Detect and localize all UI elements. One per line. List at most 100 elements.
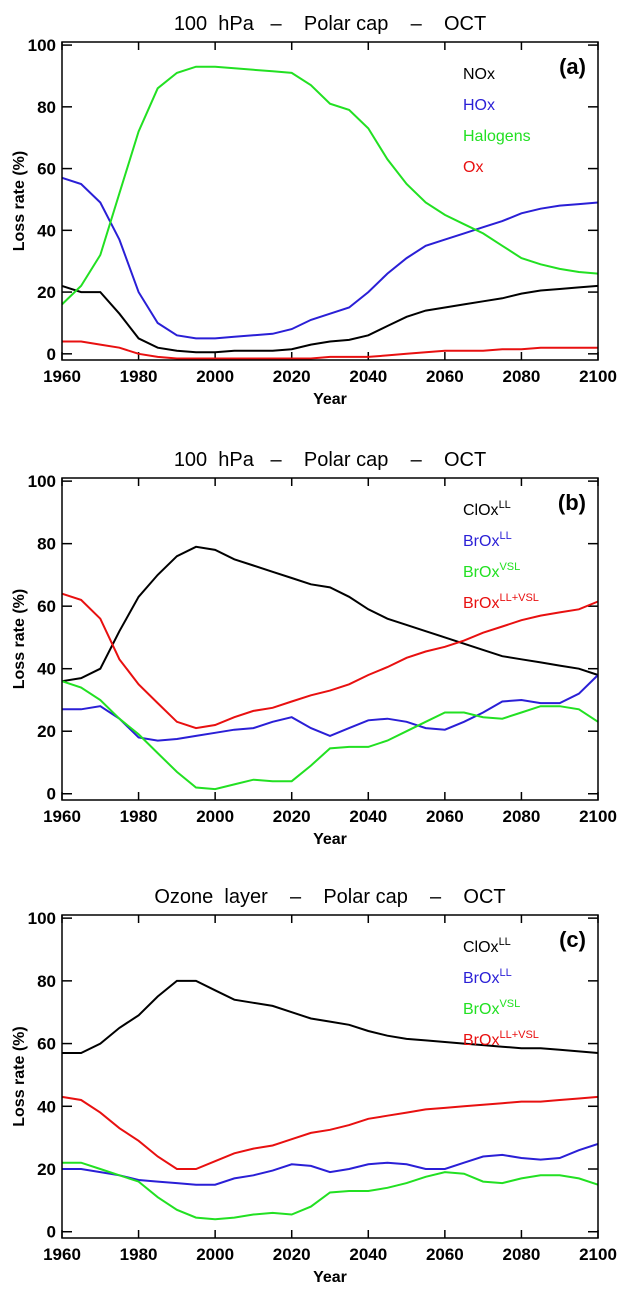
panel-label: (a) — [559, 54, 586, 79]
series-line — [62, 674, 599, 742]
x-axis-label: Year — [313, 831, 347, 848]
chart-title: 100 hPa – Polar cap – OCT — [174, 13, 486, 35]
y-axis-label: Loss rate (%) — [11, 1026, 28, 1126]
x-tick-label: 1960 — [43, 1245, 81, 1264]
y-tick-label: 80 — [37, 972, 56, 991]
series-line — [62, 340, 598, 360]
series-line — [62, 1142, 599, 1186]
legend-entry: NOx — [463, 66, 495, 83]
y-axis-label: Loss rate (%) — [11, 151, 28, 251]
x-tick-label: 2040 — [349, 807, 387, 826]
plot-frame — [61, 914, 599, 1239]
x-tick-label: 2080 — [503, 1245, 541, 1264]
y-tick-label: 40 — [37, 660, 56, 679]
legend-name: BrOx — [463, 1001, 499, 1018]
x-axis-label: Year — [313, 391, 347, 408]
y-tick-label: 0 — [47, 785, 56, 804]
y-tick-label: 0 — [47, 1223, 56, 1242]
legend-superscript: LL+VSL — [499, 592, 538, 604]
y-tick-label: 100 — [28, 36, 56, 55]
legend-superscript: LL — [499, 530, 511, 542]
y-tick-label: 60 — [37, 597, 56, 616]
legend-superscript: LL — [499, 499, 511, 511]
y-tick-label: 20 — [37, 722, 56, 741]
series-line — [61, 1095, 599, 1170]
y-tick-label: 80 — [37, 535, 56, 554]
y-tick-label: 40 — [37, 221, 56, 240]
series-line — [61, 65, 599, 306]
x-axis-label: Year — [313, 1269, 347, 1286]
legend-entry: HOx — [463, 97, 495, 114]
x-tick-label: 1980 — [120, 1245, 158, 1264]
x-tick-label: 2040 — [349, 367, 387, 386]
legend-superscript: VSL — [499, 998, 520, 1010]
legend-name: BrOx — [463, 564, 499, 581]
legend-name: BrOx — [463, 1032, 499, 1049]
x-tick-label: 2100 — [579, 807, 617, 826]
legend-name: Halogens — [463, 128, 531, 145]
y-tick-label: 0 — [47, 345, 56, 364]
x-tick-label: 1960 — [43, 367, 81, 386]
x-tick-label: 2020 — [273, 807, 311, 826]
legend-superscript: LL — [499, 967, 511, 979]
x-tick-label: 2080 — [503, 807, 541, 826]
series-line — [62, 1161, 599, 1221]
legend-entry: BrOxLL — [463, 967, 512, 987]
legend-superscript: LL — [499, 936, 511, 948]
y-tick-label: 100 — [28, 909, 56, 928]
legend-entry: Halogens — [463, 128, 531, 145]
y-tick-label: 100 — [28, 472, 56, 491]
legend-superscript: LL+VSL — [499, 1029, 538, 1041]
legend-entry: BrOxLL+VSL — [463, 1029, 539, 1049]
y-tick-label: 60 — [37, 160, 56, 179]
x-tick-label: 2000 — [196, 807, 234, 826]
chart-title: 100 hPa – Polar cap – OCT — [174, 449, 486, 471]
y-tick-label: 20 — [37, 283, 56, 302]
x-tick-label: 2000 — [196, 1245, 234, 1264]
x-tick-label: 2080 — [503, 367, 541, 386]
x-tick-label: 2060 — [426, 807, 464, 826]
legend-name: BrOx — [463, 595, 499, 612]
y-axis-label: Loss rate (%) — [11, 589, 28, 689]
chart-title: Ozone layer – Polar cap – OCT — [154, 886, 505, 908]
legend-entry: BrOxLL — [463, 530, 512, 550]
panel-label: (c) — [559, 927, 586, 952]
legend-superscript: VSL — [499, 561, 520, 573]
legend-entry: BrOxVSL — [463, 998, 520, 1018]
y-tick-label: 40 — [37, 1097, 56, 1116]
panel-label: (b) — [558, 490, 586, 515]
x-tick-label: 1980 — [120, 367, 158, 386]
plot-frame — [61, 41, 599, 361]
series-line — [61, 545, 599, 683]
x-tick-label: 2000 — [196, 367, 234, 386]
y-tick-label: 20 — [37, 1160, 56, 1179]
legend-name: BrOx — [463, 533, 499, 550]
y-tick-label: 80 — [37, 98, 56, 117]
legend-entry: ClOxLL — [463, 936, 511, 956]
legend-name: ClOx — [463, 939, 499, 956]
legend-name: NOx — [463, 66, 495, 83]
legend-name: BrOx — [463, 970, 499, 987]
x-tick-label: 2060 — [426, 367, 464, 386]
legend-entry: BrOxLL+VSL — [463, 592, 539, 612]
legend-entry: ClOxLL — [463, 499, 511, 519]
legend-entry: BrOxVSL — [463, 561, 520, 581]
x-tick-label: 2100 — [579, 367, 617, 386]
x-tick-label: 2100 — [579, 1245, 617, 1264]
series-line — [61, 592, 599, 730]
plot-frame — [61, 477, 599, 801]
legend-name: ClOx — [463, 502, 499, 519]
x-tick-label: 2020 — [273, 1245, 311, 1264]
x-tick-label: 2020 — [273, 367, 311, 386]
legend-name: Ox — [463, 159, 483, 176]
series-line — [62, 979, 599, 1054]
x-tick-label: 2060 — [426, 1245, 464, 1264]
y-tick-label: 60 — [37, 1035, 56, 1054]
series-line — [61, 284, 599, 354]
series-line — [61, 680, 599, 791]
x-tick-label: 1960 — [43, 807, 81, 826]
